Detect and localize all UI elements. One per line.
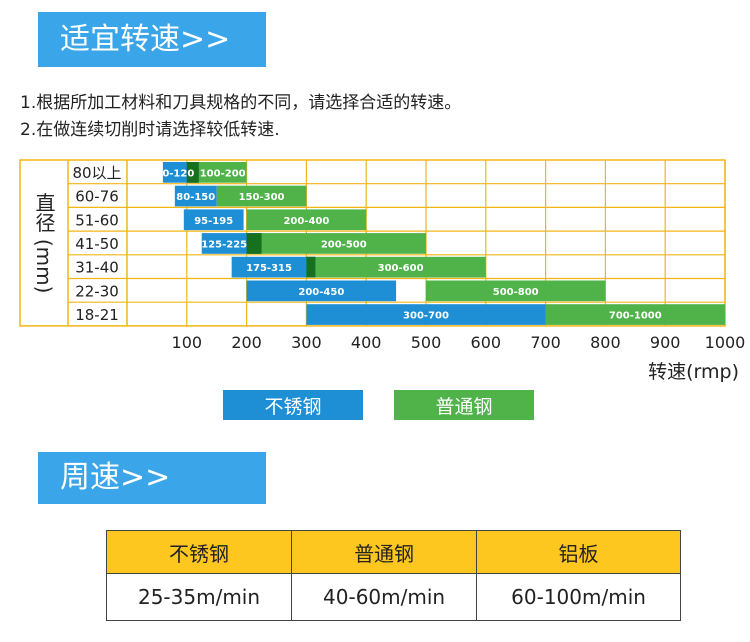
bar-label-ordinary: 150-300 <box>239 192 285 203</box>
category-label: 80以上 <box>72 164 121 182</box>
category-label: 18-21 <box>75 306 119 324</box>
table-header-cell: 不锈钢 <box>105 530 293 574</box>
bar-label-stainless: 175-315 <box>246 263 292 274</box>
bar-stainless <box>306 304 546 325</box>
y-axis-label: 直径 (mm) <box>32 192 56 293</box>
x-tick-label: 400 <box>351 333 382 352</box>
category-label: 51-60 <box>75 211 119 229</box>
x-axis-label: 转速(rmp) <box>648 361 739 383</box>
legend-ordinary-label: 普通钢 <box>435 395 493 418</box>
x-tick-label: 800 <box>590 333 621 352</box>
legend-ordinary: 普通钢 <box>394 390 534 420</box>
bar-label-ordinary: 100-200 <box>200 168 246 179</box>
banner-title: 适宜转速>> <box>60 21 231 57</box>
bar-label-ordinary: 700-1000 <box>609 311 662 322</box>
bar-label-stainless: 95-195 <box>194 216 233 227</box>
bar-label-ordinary: 300-600 <box>378 263 424 274</box>
x-tick-label: 600 <box>471 333 502 352</box>
category-label: 22-30 <box>75 282 119 300</box>
category-label: 41-50 <box>75 235 119 253</box>
x-tick-label: 700 <box>530 333 561 352</box>
x-tick-label: 100 <box>172 333 203 352</box>
title-banner-speed: 适宜转速>> <box>38 12 266 67</box>
bar-overlap <box>186 162 199 183</box>
bar-overlap <box>246 233 262 254</box>
bar-ordinary <box>426 280 606 302</box>
legend-stainless: 不锈钢 <box>223 390 363 420</box>
x-tick-label: 300 <box>291 333 322 352</box>
bar-label-ordinary: 500-800 <box>493 287 539 298</box>
bar-label-stainless: 80-150 <box>176 192 215 203</box>
bar-stainless <box>231 256 316 278</box>
bar-ordinary <box>216 185 307 207</box>
notes: 1.根据所加工材料和刀具规格的不同，请选择合适的转速。 2.在做连续切削时请选择… <box>20 90 461 144</box>
category-label: 31-40 <box>75 259 119 277</box>
bar-label-stainless: 125-225 <box>201 239 247 250</box>
x-tick-label: 500 <box>411 333 442 352</box>
bar-label-stainless: 200-450 <box>298 287 344 298</box>
bar-overlap <box>306 256 316 278</box>
title-banner-surface-speed: 周速>> <box>38 452 266 504</box>
note-line-2: 2.在做连续切削时请选择较低转速. <box>20 120 280 140</box>
bar-stainless <box>183 209 244 231</box>
table-header-cell: 普通钢 <box>291 530 478 574</box>
x-tick-label: 200 <box>231 333 262 352</box>
table-row: 25-35m/min 40-60m/min 60-100m/min <box>105 573 681 621</box>
bar-ordinary <box>246 209 367 231</box>
bar-stainless <box>201 233 262 254</box>
table-header-row: 不锈钢 普通钢 铝板 <box>105 530 681 574</box>
bar-ordinary <box>306 256 486 278</box>
note-line-1: 1.根据所加工材料和刀具规格的不同，请选择合适的转速。 <box>20 93 462 113</box>
bar-ordinary <box>246 233 426 254</box>
table-header-cell: 铝板 <box>476 530 681 574</box>
bar-stainless <box>246 280 397 302</box>
bar-ordinary <box>545 304 725 325</box>
speed-chart: 直径 (mm) 80以上 60-76 51-60 41-50 31-40 22-30 18-2… <box>19 159 746 383</box>
legend-stainless-label: 不锈钢 <box>264 395 322 418</box>
bar-label-ordinary: 200-400 <box>283 216 329 227</box>
bar-stainless <box>174 185 217 207</box>
surface-speed-table: 不锈钢 普通钢 铝板 25-35m/min 40-60m/min 60-100m… <box>105 530 681 621</box>
bar-label-ordinary: 200-500 <box>321 239 367 250</box>
table-cell: 40-60m/min <box>291 573 478 621</box>
x-tick-label: 900 <box>650 333 681 352</box>
bar-ordinary <box>186 162 247 183</box>
category-label: 60-76 <box>75 188 119 206</box>
bar-label-stainless: 60-120 <box>155 168 194 179</box>
table-cell: 60-100m/min <box>476 573 681 621</box>
banner-title-2: 周速>> <box>60 460 171 495</box>
bar-label-stainless: 300-700 <box>403 311 449 322</box>
x-tick-label: 1000 <box>705 333 746 352</box>
table-cell: 25-35m/min <box>105 573 293 621</box>
